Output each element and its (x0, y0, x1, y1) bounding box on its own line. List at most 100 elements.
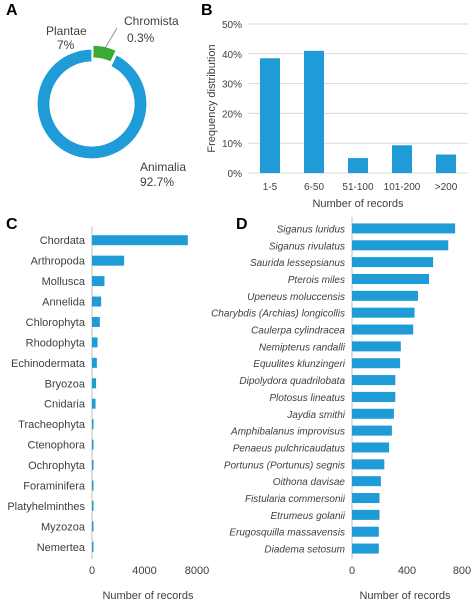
bar-foraminifera (92, 480, 94, 491)
slice-label-plantae: Plantae (46, 24, 87, 38)
bar-ochrophyta (92, 460, 94, 471)
y-tick-label: 40% (222, 50, 242, 61)
bar-chart-frequency: 0% 10% 20% 30% 40% 50% 1-5 6-50 51-100 101-200 >20… (206, 20, 468, 210)
y-tick-label: 10% (222, 139, 242, 150)
category-label: Upeneus moluccensis (247, 292, 345, 303)
category-label: Chordata (40, 235, 86, 247)
y-tick-label: 0% (228, 169, 243, 180)
bar-bryozoa (92, 378, 97, 389)
category-label: Equulites klunzingeri (253, 359, 345, 370)
category-label: Rhodophyta (26, 337, 86, 349)
x-tick-label: 1-5 (263, 182, 278, 193)
panel-label-d: D (236, 216, 248, 233)
category-label: Portunus (Portunus) segnis (224, 460, 345, 471)
bar-51-100 (348, 158, 368, 173)
bar-siganus-rivulatus (352, 240, 449, 251)
bar-plotosus-lineatus (352, 391, 396, 402)
category-label: Bryozoa (45, 378, 86, 390)
bar-ctenophora (92, 439, 94, 450)
slice-label-chromista: Chromista (124, 14, 179, 28)
y-tick-label: 50% (222, 20, 242, 31)
x-tick-label: >200 (435, 182, 458, 193)
bar-arthropoda (92, 255, 125, 266)
bar-fistularia-commersonii (352, 493, 380, 504)
slice-value-plantae: 7% (57, 38, 75, 52)
bar-101-200 (392, 145, 412, 173)
bar-dipolydora-quadrilobata (352, 375, 396, 386)
bar-pterois-miles (352, 273, 429, 284)
category-label: Myzozoa (41, 521, 86, 533)
bar-jaydia-smithi (352, 408, 394, 419)
category-label: Jaydia smithi (286, 410, 346, 421)
category-label: Ctenophora (28, 440, 86, 452)
x-tick-label: 0 (89, 565, 95, 577)
bar-siganus-luridus (352, 223, 456, 234)
y-tick-label: 20% (222, 109, 242, 120)
category-label: Penaeus pulchricaudatus (233, 443, 345, 454)
bar-oithona-davisae (352, 476, 381, 487)
category-label: Platyhelminthes (7, 501, 85, 513)
category-label: Erugosquilla massavensis (229, 528, 345, 539)
category-label: Etrumeus golanii (271, 511, 346, 522)
category-label: Charybdis (Archias) longicollis (211, 309, 345, 320)
bar-erugosquilla-massavensis (352, 526, 379, 537)
x-tick-label: 6-50 (304, 182, 324, 193)
x-tick-label: 800 (453, 565, 471, 577)
bar-200 (436, 154, 456, 173)
category-label: Cnidaria (44, 399, 86, 411)
category-label: Fistularia commersonii (245, 494, 346, 505)
bar-annelida (92, 296, 102, 307)
bar-caulerpa-cylindracea (352, 324, 414, 335)
panel-label-c: C (6, 216, 18, 233)
category-label: Diadema setosum (264, 545, 345, 556)
donut-slice-animalia (36, 48, 148, 160)
panel-d: D Siganus luridus Siganus rivulatus Saurid… (210, 212, 474, 602)
x-tick-label: 51-100 (342, 182, 374, 193)
category-label: Chlorophyta (26, 317, 86, 329)
slice-value-animalia: 92.7% (140, 175, 174, 189)
category-label: Caulerpa cylindracea (251, 326, 345, 337)
bar-amphibalanus-improvisus (352, 425, 392, 436)
leader-line-chromista (103, 27, 118, 51)
slice-value-chromista: 0.3% (127, 31, 155, 45)
panel-label-a: A (6, 2, 18, 19)
y-tick-label: 30% (222, 80, 242, 91)
panel-c: C Chordata Arthropoda Mollusca Annelida Chlo… (0, 212, 210, 602)
bar-platyhelminthes (92, 500, 94, 511)
bar-diadema-setosum (352, 543, 379, 554)
category-label: Dipolydora quadrilobata (239, 376, 345, 387)
category-label: Echinodermata (11, 358, 86, 370)
category-label: Tracheophyta (18, 419, 86, 431)
category-label: Oithona davisae (273, 477, 346, 488)
panel-b: B 0% 10% 20% 30% 40% 50% 1-5 6-50 51-100 101-200 >… (200, 0, 474, 215)
bar-equulites-klunzingeri (352, 358, 401, 369)
x-axis-title: Number of records (359, 590, 451, 601)
category-label: Siganus luridus (277, 224, 345, 235)
slice-label-animalia: Animalia (140, 160, 186, 174)
category-label: Saurida lessepsianus (250, 258, 345, 269)
category-label: Mollusca (42, 276, 86, 288)
bar-nemipterus-randalli (352, 341, 401, 352)
bar-chlorophyta (92, 316, 100, 327)
bar-mollusca (92, 276, 105, 287)
donut-slice-plantae (92, 44, 118, 63)
bar-nemertea (92, 541, 94, 552)
category-label: Arthropoda (31, 256, 86, 268)
category-label: Nemipterus randalli (259, 342, 346, 353)
x-tick-label: 8000 (185, 565, 209, 577)
category-label: Siganus rivulatus (269, 241, 345, 252)
x-tick-label: 4000 (132, 565, 156, 577)
x-axis-title: Number of records (102, 590, 194, 601)
bar-upeneus-moluccensis (352, 290, 418, 301)
category-label: Ochrophyta (28, 460, 86, 472)
bar-penaeus-pulchricaudatus (352, 442, 390, 453)
category-label: Foraminifera (23, 480, 86, 492)
category-label: Nemertea (37, 542, 86, 554)
bar-6-50 (304, 50, 324, 173)
panel-a: A Animalia 92.7% Plantae 7% Chromista 0.3% (0, 0, 200, 200)
bar-rhodophyta (92, 337, 98, 348)
category-label: Amphibalanus improvisus (230, 427, 345, 438)
bar-chordata (92, 235, 188, 246)
category-label: Pterois miles (288, 275, 345, 286)
